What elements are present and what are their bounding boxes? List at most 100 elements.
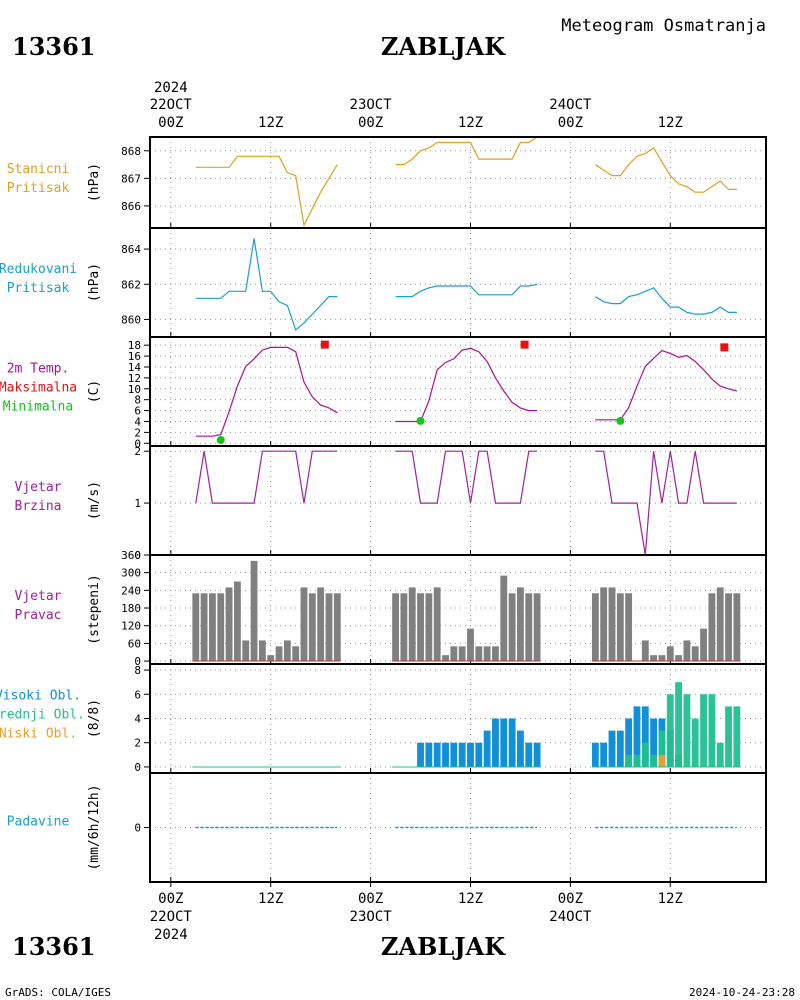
cloud-bar-1-41 xyxy=(633,754,641,767)
cloud-bar-0-42 xyxy=(641,706,649,767)
cloud-bar-1-52 xyxy=(725,706,732,767)
ytick-label: 16 xyxy=(128,350,141,363)
time-axis: 2024202422OCT22OCT00Z00Z12Z12Z23OCT23OCT… xyxy=(150,80,683,943)
wind-direction-bar-50 xyxy=(708,593,716,662)
ytick-label: 360 xyxy=(121,549,141,562)
cloud-bar-0-21 xyxy=(417,742,424,767)
wind-direction-bar-34 xyxy=(525,593,533,662)
wind-direction-bar-47 xyxy=(683,640,691,662)
wind-direction-bar-19 xyxy=(400,593,408,662)
wind-direction-bar-38 xyxy=(608,587,616,662)
panel-wind-speed: 0 1 2 Vjetar Brzina (m/s) xyxy=(15,445,767,562)
panel-label: Stanicni xyxy=(7,162,70,177)
y-axis-label: (8/8) xyxy=(87,699,102,738)
wind-direction-bar-27 xyxy=(467,628,474,662)
panel-label: Pritisak xyxy=(7,181,70,196)
cloud-bar-1-42 xyxy=(641,742,649,767)
ytick-label: 8 xyxy=(134,394,141,407)
panel-frame xyxy=(149,336,767,447)
ytick-label: 8 xyxy=(134,664,141,677)
wind-direction-bar-14 xyxy=(308,593,316,662)
min-temp-marker-1 xyxy=(416,416,425,425)
cloud-bar-0-22 xyxy=(425,742,433,767)
cloud-bar-1-47 xyxy=(683,694,691,767)
panel-precipitation: 0 Padavine (mm/6h/12h) xyxy=(7,772,767,883)
temperature-line-2 xyxy=(595,349,738,421)
cloud-bar-0-31 xyxy=(500,718,508,767)
wind-direction-bar-8 xyxy=(258,640,266,662)
panel-label: Visoki Obl. xyxy=(0,689,81,704)
station-id-bottom: 13361 xyxy=(12,932,96,961)
wind-direction-bar-15 xyxy=(317,587,325,662)
hour-label-bottom: 12Z xyxy=(258,891,283,907)
ytick-label: 300 xyxy=(121,567,141,580)
meteogram-subtitle: Meteogram Osmatranja xyxy=(561,16,766,36)
panel-station-pressure: 866 867 868 Stanicni Pritisak (hPa) xyxy=(7,136,767,229)
wind-direction-bar-35 xyxy=(533,593,541,662)
ytick-label: 6 xyxy=(134,405,141,418)
hour-label-bottom: 00Z xyxy=(158,891,183,907)
grads-credit: GrADS: COLA/IGES xyxy=(5,986,111,999)
y-axis-label: (C) xyxy=(87,380,102,403)
wind-direction-bar-22 xyxy=(425,593,433,662)
wind-direction-bar-32 xyxy=(508,593,516,662)
wind-direction-bar-42 xyxy=(641,640,649,662)
ytick-label: 120 xyxy=(121,620,141,633)
hour-label-top: 00Z xyxy=(158,115,183,131)
panel-label: Vjetar xyxy=(15,589,62,604)
ytick-label: 18 xyxy=(128,339,141,352)
wind-direction-bar-13 xyxy=(300,587,308,662)
wind-direction-bar-23 xyxy=(433,587,441,662)
ytick-label: 1 xyxy=(134,497,141,510)
cloud-bar-0-24 xyxy=(442,742,449,767)
cloud-bar-1-43 xyxy=(650,754,658,767)
max-temp-marker-0 xyxy=(320,340,329,349)
cloud-bar-0-30 xyxy=(492,718,499,767)
wind-direction-bar-1 xyxy=(200,593,208,662)
y-axis-label: (m/s) xyxy=(87,481,102,520)
cloud-bar-1-46 xyxy=(675,682,683,767)
cloud-bar-0-32 xyxy=(508,718,516,767)
wind-direction-bar-20 xyxy=(408,587,416,662)
date-label-bottom: 22OCT xyxy=(150,909,193,925)
ytick-label: 2 xyxy=(134,445,141,458)
wind-speed-line-0 xyxy=(195,450,338,504)
y-axis-label: (mm/6h/12h) xyxy=(87,784,102,870)
station-name-bottom: ZABLJAK xyxy=(381,932,506,961)
cloud-bar-0-33 xyxy=(517,730,524,767)
station-pressure-line-1 xyxy=(395,136,538,166)
wind-direction-bar-39 xyxy=(616,593,624,662)
ytick-label: 14 xyxy=(128,361,142,374)
wind-direction-bar-5 xyxy=(233,581,241,662)
wind-direction-bar-33 xyxy=(517,587,524,662)
cloud-bar-1-44 xyxy=(658,730,666,767)
cloud-bar-0-34 xyxy=(525,742,533,767)
cloud-bar-0-29 xyxy=(483,730,491,767)
wind-direction-bar-49 xyxy=(700,628,707,662)
panel-frame xyxy=(149,227,767,338)
reduced-pressure-line-0 xyxy=(195,238,338,332)
panel-label: Srednji Obl. xyxy=(0,708,85,723)
cloud-bar-0-27 xyxy=(467,742,474,767)
wind-direction-bar-16 xyxy=(325,593,333,662)
panel-label: Minimalna xyxy=(3,400,73,415)
ytick-label: 2 xyxy=(134,426,141,439)
wind-direction-bar-4 xyxy=(225,587,233,662)
ytick-label: 0 xyxy=(134,437,141,450)
hour-label-top: 12Z xyxy=(258,115,283,131)
wind-direction-bar-9 xyxy=(267,655,275,662)
wind-direction-bar-25 xyxy=(450,646,458,662)
ytick-label: 868 xyxy=(121,145,141,158)
wind-direction-bar-48 xyxy=(691,646,699,662)
panel-cloud-cover: 0 2 4 6 8 Visoki Obl. Srednji Obl. Niski Obl. (8… xyxy=(0,663,767,774)
hour-label-top: 00Z xyxy=(558,115,583,131)
hour-label-bottom: 12Z xyxy=(658,891,683,907)
wind-direction-bar-31 xyxy=(500,575,508,662)
wind-direction-bar-24 xyxy=(442,655,449,662)
ytick-label: 866 xyxy=(121,200,141,213)
wind-direction-bar-17 xyxy=(333,593,341,662)
ytick-label: 4 xyxy=(134,415,141,428)
wind-direction-bar-44 xyxy=(658,655,666,662)
max-temp-marker-2 xyxy=(720,343,729,352)
